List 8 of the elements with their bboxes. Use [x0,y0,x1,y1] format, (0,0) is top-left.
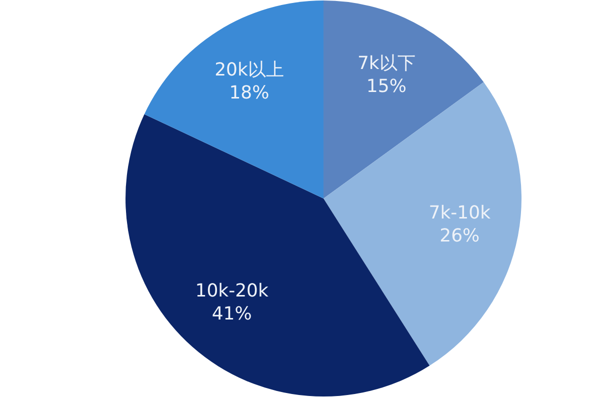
data-label: 15% [366,76,406,98]
slice-label: 10k-20k [195,280,269,302]
slice-label: 7k以下 [357,53,416,74]
data-label: 18% [229,82,270,104]
data-label: 26% [440,225,480,246]
data-label: 41% [212,303,252,324]
slice-label: 20k以上 [214,59,284,80]
slice-label: 7k-10k [428,202,492,224]
